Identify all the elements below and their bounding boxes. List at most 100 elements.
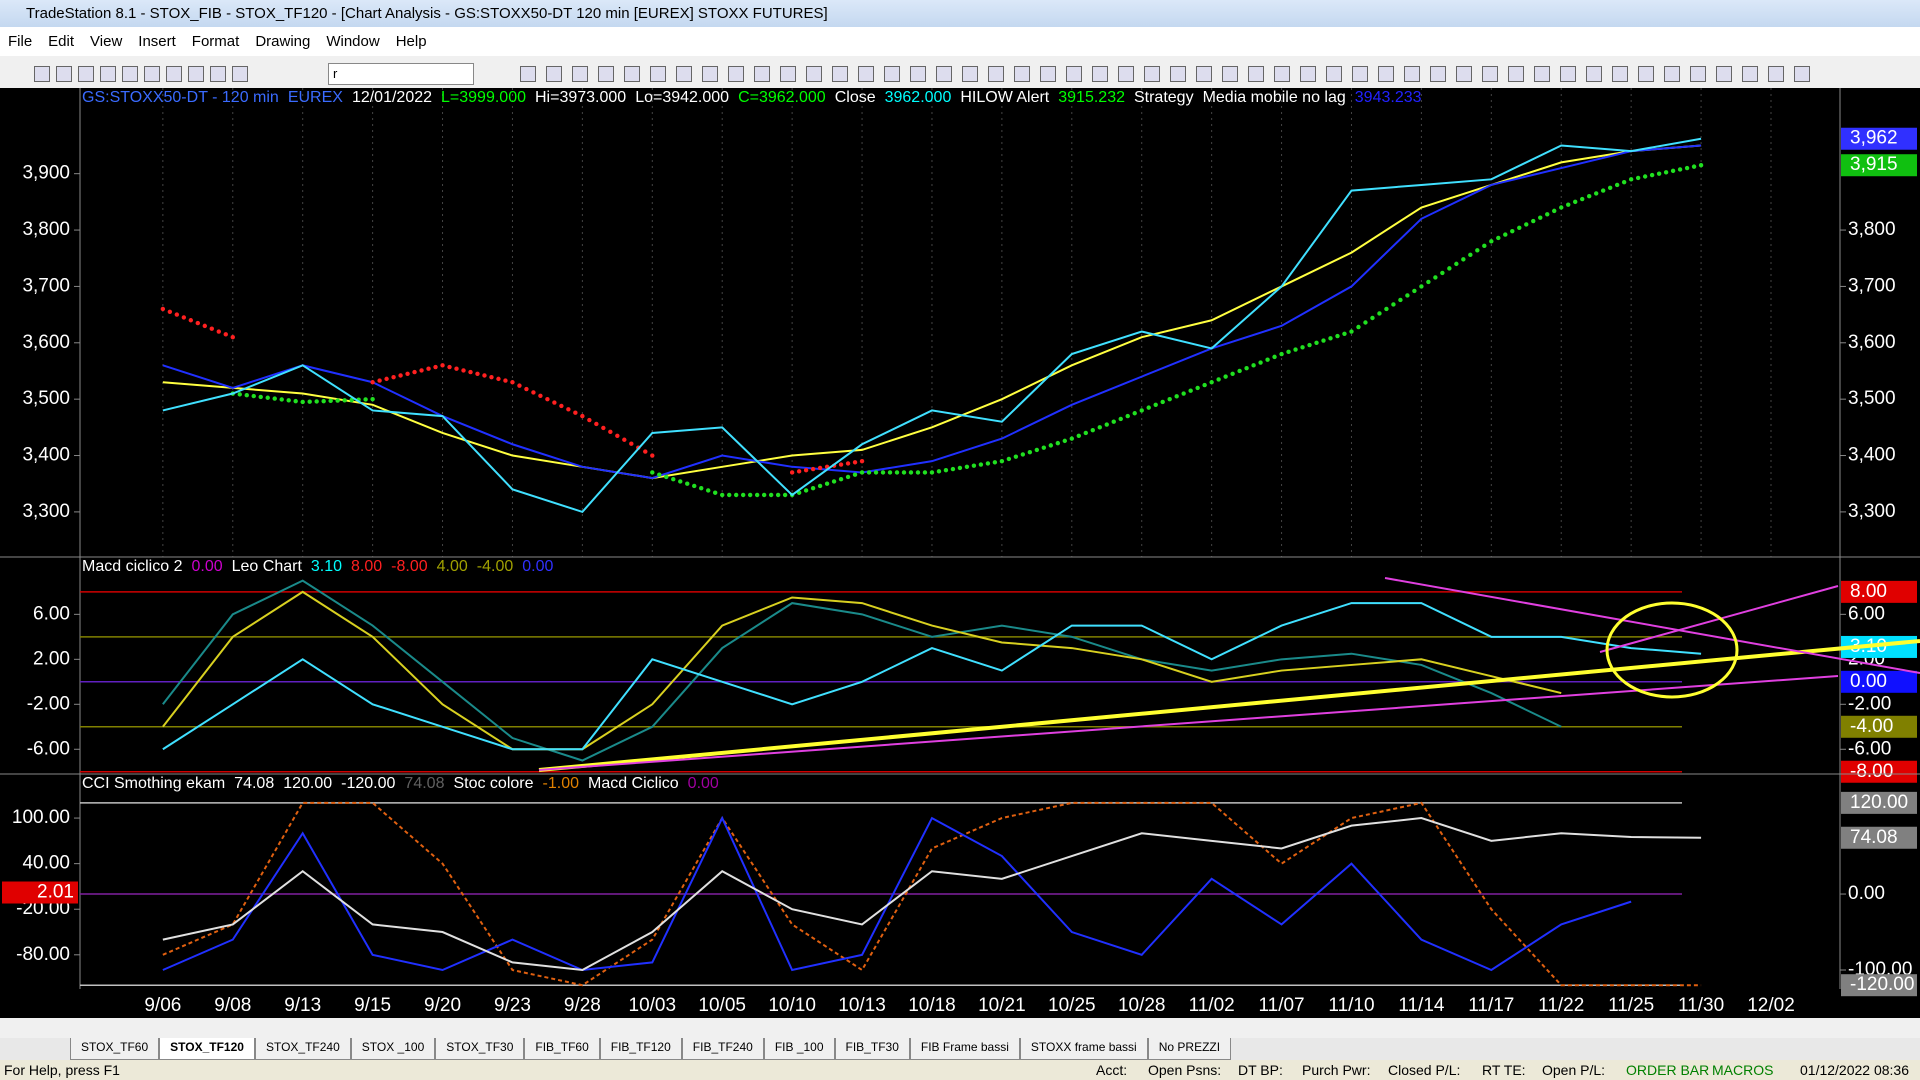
menu-item[interactable]: Insert	[138, 33, 176, 50]
sheet-tab[interactable]: FIB _100	[763, 1038, 835, 1060]
y-tick-label: 6.00	[33, 603, 70, 624]
menu-item[interactable]: View	[90, 33, 123, 50]
toolbar-button[interactable]	[1690, 66, 1706, 82]
toolbar-button[interactable]	[728, 66, 744, 82]
menu-item[interactable]: Format	[191, 33, 240, 50]
indicator-dot	[223, 332, 228, 337]
toolbar-button[interactable]	[1014, 66, 1030, 82]
indicator-dot	[426, 366, 431, 371]
indicator-dot	[1510, 228, 1515, 234]
toolbar-button[interactable]	[1768, 66, 1784, 82]
toolbar-button[interactable]	[910, 66, 926, 82]
sheet-tab[interactable]: STOX_TF60	[70, 1038, 160, 1060]
toolbar-button[interactable]	[754, 66, 770, 82]
header-item: Stoc colore	[453, 775, 534, 792]
sheet-tab[interactable]: No PREZZI	[1147, 1038, 1232, 1060]
menu-item[interactable]: File	[8, 33, 33, 50]
toolbar-button[interactable]	[1430, 66, 1446, 82]
menu-item[interactable]: Drawing	[255, 33, 311, 50]
sheet-tab[interactable]: STOX_TF120	[159, 1038, 255, 1060]
toolbar-button[interactable]	[858, 66, 874, 82]
sheet-tab[interactable]: FIB_TF30	[834, 1038, 910, 1060]
toolbar-button[interactable]	[1196, 66, 1212, 82]
toolbar-button[interactable]	[1352, 66, 1368, 82]
value-tag	[1841, 127, 1917, 150]
toolbar-button[interactable]	[1092, 66, 1108, 82]
toolbar-button[interactable]	[598, 66, 614, 82]
toolbar-button[interactable]	[988, 66, 1004, 82]
indicator-dot	[447, 364, 452, 370]
toolbar-button[interactable]	[1716, 66, 1732, 82]
status-item: Closed P/L:	[1388, 1062, 1461, 1078]
y-tick-label: 3,500	[22, 388, 70, 409]
toolbar-button[interactable]	[1794, 66, 1810, 82]
toolbar-button[interactable]	[806, 66, 822, 82]
toolbar-button[interactable]	[1404, 66, 1420, 82]
toolbar-button[interactable]	[572, 66, 588, 82]
toolbar-button[interactable]	[78, 66, 94, 82]
toolbar-button[interactable]	[1560, 66, 1576, 82]
menu-item[interactable]: Help	[395, 33, 427, 50]
toolbar-button[interactable]	[1274, 66, 1290, 82]
sheet-tab[interactable]: STOXX frame bassi	[1019, 1038, 1148, 1060]
toolbar-button[interactable]	[1482, 66, 1498, 82]
toolbar-button[interactable]	[1742, 66, 1758, 82]
toolbar-button[interactable]	[1066, 66, 1082, 82]
toolbar-button[interactable]	[1378, 66, 1394, 82]
toolbar-button[interactable]	[210, 66, 226, 82]
indicator-dot	[1454, 261, 1459, 267]
toolbar-button[interactable]	[1170, 66, 1186, 82]
toolbar-button[interactable]	[1534, 66, 1550, 82]
toolbar-button[interactable]	[100, 66, 116, 82]
toolbar-button[interactable]	[520, 66, 536, 82]
toolbar-button[interactable]	[936, 66, 952, 82]
sheet-tab[interactable]: FIB_TF120	[599, 1038, 682, 1060]
toolbar-button[interactable]	[832, 66, 848, 82]
scrollbar[interactable]	[0, 1019, 1920, 1038]
sheet-tab[interactable]: STOX_TF240	[254, 1038, 351, 1060]
toolbar-button[interactable]	[1222, 66, 1238, 82]
toolbar-button[interactable]	[1040, 66, 1056, 82]
indicator-dot	[803, 467, 809, 473]
toolbar-button[interactable]	[34, 66, 50, 82]
toolbar-button[interactable]	[122, 66, 138, 82]
toolbar-button[interactable]	[1586, 66, 1602, 82]
toolbar-button[interactable]	[962, 66, 978, 82]
toolbar-button[interactable]	[624, 66, 640, 82]
sheet-tab[interactable]: FIB_TF240	[681, 1038, 764, 1060]
toolbar-button[interactable]	[546, 66, 562, 82]
toolbar-button[interactable]	[1456, 66, 1472, 82]
toolbar-button[interactable]	[166, 66, 182, 82]
toolbar-button[interactable]	[144, 66, 160, 82]
sheet-tab[interactable]: STOX _100	[350, 1038, 436, 1060]
symbol-box[interactable]: r	[328, 63, 474, 85]
menu-item[interactable]: Edit	[48, 33, 75, 50]
toolbar-button[interactable]	[232, 66, 248, 82]
sheet-tab[interactable]: STOX_TF30	[435, 1038, 525, 1060]
toolbar-button[interactable]	[1144, 66, 1160, 82]
toolbar-button[interactable]	[676, 66, 692, 82]
sheet-tab[interactable]: FIB_TF60	[524, 1038, 600, 1060]
toolbar-button[interactable]	[188, 66, 204, 82]
toolbar-button[interactable]	[1508, 66, 1524, 82]
x-tick-label: 10/18	[908, 995, 956, 1016]
value-tag-label: -4.00	[1850, 716, 1893, 737]
toolbar-button[interactable]	[1664, 66, 1680, 82]
toolbar-button[interactable]	[780, 66, 796, 82]
toolbar-button[interactable]	[56, 66, 72, 82]
sheet-tab[interactable]: FIB Frame bassi	[909, 1038, 1020, 1060]
value-tag-label: 3,915	[1850, 154, 1898, 175]
toolbar-button[interactable]	[1326, 66, 1342, 82]
toolbar-button[interactable]	[1612, 66, 1628, 82]
value-tag	[1841, 154, 1917, 177]
menu-item[interactable]: Window	[326, 33, 380, 50]
indicator-dot	[845, 461, 851, 466]
toolbar-button[interactable]	[1638, 66, 1654, 82]
toolbar-button[interactable]	[702, 66, 718, 82]
toolbar-button[interactable]	[650, 66, 666, 82]
toolbar-button[interactable]	[1248, 66, 1264, 82]
toolbar-button[interactable]	[1300, 66, 1316, 82]
toolbar-button[interactable]	[884, 66, 900, 82]
header-item: 74.08	[404, 775, 445, 792]
toolbar-button[interactable]	[1118, 66, 1134, 82]
